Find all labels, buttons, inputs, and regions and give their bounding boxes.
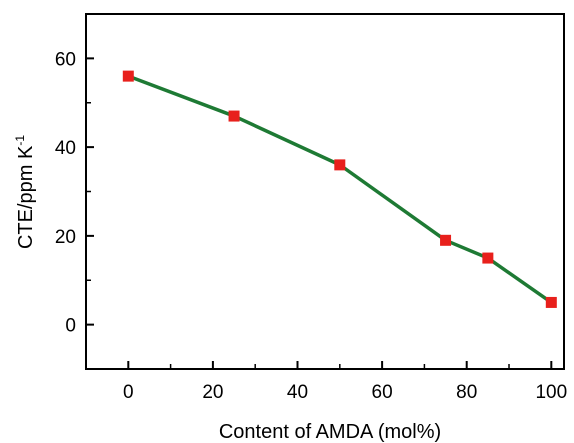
y-axis-title-superscript: -1 <box>13 135 27 146</box>
x-tick-label: 20 <box>202 382 223 403</box>
x-tick-label: 80 <box>456 382 477 403</box>
y-axis-title-main: CTE/ppm K <box>15 145 37 249</box>
y-axis-ticks: 0 20 40 60 <box>55 49 94 337</box>
data-point-marker <box>122 70 134 82</box>
y-tick-label: 0 <box>65 316 76 337</box>
x-tick-label: 0 <box>123 382 134 403</box>
y-tick-label: 20 <box>55 227 76 248</box>
data-point-marker <box>482 252 494 264</box>
x-tick-label: 100 <box>535 382 567 403</box>
plot-frame <box>85 13 565 370</box>
data-point-marker <box>334 159 346 171</box>
data-point-marker <box>440 234 452 246</box>
y-tick-label: 40 <box>55 138 76 159</box>
data-point-marker <box>228 110 240 122</box>
x-tick-label: 60 <box>372 382 393 403</box>
data-markers <box>122 70 557 308</box>
x-tick-label: 40 <box>287 382 308 403</box>
x-axis-ticks: 0 20 40 60 80 100 <box>123 361 567 403</box>
series-line <box>127 74 553 304</box>
data-point-marker <box>545 296 557 308</box>
x-axis-title: Content of AMDA (mol%) <box>219 421 441 443</box>
y-tick-label: 60 <box>55 49 76 70</box>
y-axis-title: CTE/ppm K-1 <box>13 135 37 249</box>
